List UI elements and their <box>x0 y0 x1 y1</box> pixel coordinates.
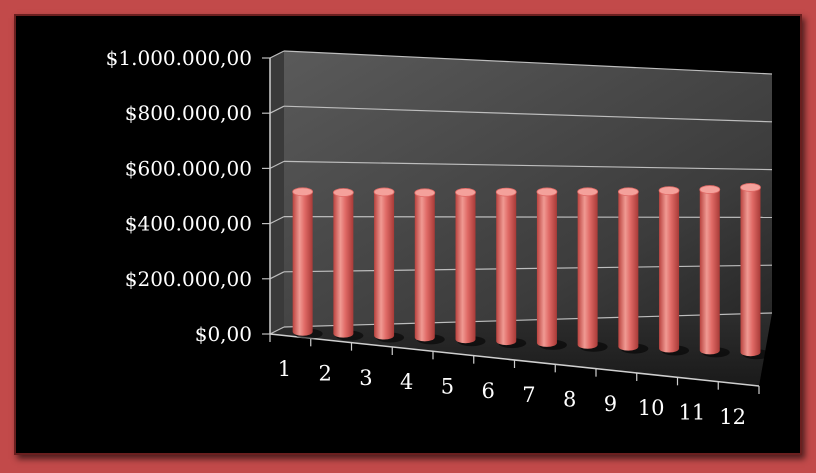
y-tick-label: $800.000,00 <box>125 101 252 125</box>
gridlines <box>262 50 773 335</box>
plot-walls <box>270 51 772 386</box>
bar-body <box>740 187 761 357</box>
bar-top <box>292 187 314 197</box>
x-tick-label: 4 <box>400 370 413 394</box>
gridline <box>283 312 773 328</box>
x-tick-label: 7 <box>522 383 535 407</box>
x-tick-label: 8 <box>563 388 576 412</box>
bar-body <box>374 191 395 340</box>
gridline <box>283 105 773 123</box>
bar-top <box>577 187 599 197</box>
back-wall <box>284 51 772 327</box>
bar-2 <box>332 188 364 341</box>
side-wall <box>270 51 284 334</box>
bar-body <box>333 192 354 338</box>
floor <box>270 313 772 386</box>
gridline <box>283 264 773 273</box>
bar-body <box>577 191 598 349</box>
bar-body <box>455 192 476 344</box>
x-tick-label: 12 <box>719 405 746 429</box>
bar-1 <box>292 187 323 339</box>
x-tick-label: 3 <box>359 366 372 390</box>
axes <box>269 58 760 394</box>
bar-top <box>740 183 761 192</box>
bar-body <box>618 191 639 351</box>
bar-7 <box>536 187 567 350</box>
bar-top <box>495 187 517 197</box>
x-tick-label: 2 <box>318 362 331 386</box>
x-tick-label: 11 <box>679 401 706 425</box>
chart-area: $0,00 $200.000,00 $400.000,00 $600.000,00 $8… <box>14 14 802 455</box>
gridline-side <box>269 160 285 169</box>
gridline <box>283 160 773 171</box>
bar-top <box>617 187 639 197</box>
bar-6 <box>495 187 527 349</box>
y-tick-label: $600.000,00 <box>125 156 252 180</box>
bars <box>292 183 771 360</box>
bar-top <box>373 187 395 197</box>
gridline-side <box>269 326 285 335</box>
bar-body <box>414 192 435 342</box>
bar-body <box>699 189 720 355</box>
bar-12 <box>740 183 771 360</box>
y-tick-label: $200.000,00 <box>125 267 252 291</box>
bar-top <box>536 187 558 197</box>
x-tick-label: 6 <box>481 379 494 403</box>
bar-top <box>332 188 354 197</box>
bar-3 <box>373 187 405 343</box>
bar-body <box>659 190 680 353</box>
gridline-side <box>269 216 285 225</box>
bar-4 <box>414 188 445 345</box>
gridline <box>283 216 773 218</box>
bar-top <box>414 188 436 198</box>
y-axis-tick-labels: $0,00 $200.000,00 $400.000,00 $600.000,00 $8… <box>106 46 252 346</box>
x-tick-label: 1 <box>278 357 291 381</box>
bar-body <box>292 191 313 336</box>
gridline-side <box>269 105 285 114</box>
gridline <box>283 50 773 75</box>
bar-8 <box>577 187 608 352</box>
y-tick-label: $400.000,00 <box>125 212 252 236</box>
gridline-side <box>269 271 285 280</box>
y-tick-label: $0,00 <box>195 322 252 346</box>
bar-5 <box>455 188 486 347</box>
x-axis-tick-labels: 1 2 3 4 5 6 7 8 9 10 11 12 <box>278 357 746 429</box>
x-tick-label: 10 <box>638 396 665 420</box>
column-chart: $0,00 $200.000,00 $400.000,00 $600.000,00 $8… <box>106 46 773 429</box>
bar-body <box>536 191 557 347</box>
gridline-side <box>269 50 285 59</box>
bar-10 <box>658 186 690 356</box>
bar-body <box>496 192 517 346</box>
bar-top <box>658 186 680 196</box>
bar-11 <box>699 185 730 358</box>
y-tick-label: $1.000.000,00 <box>106 46 252 70</box>
bar-9 <box>617 187 649 354</box>
x-tick-label: 9 <box>604 392 617 416</box>
bar-top <box>699 185 721 194</box>
bar-top <box>455 188 476 197</box>
x-tick-label: 5 <box>441 375 454 399</box>
